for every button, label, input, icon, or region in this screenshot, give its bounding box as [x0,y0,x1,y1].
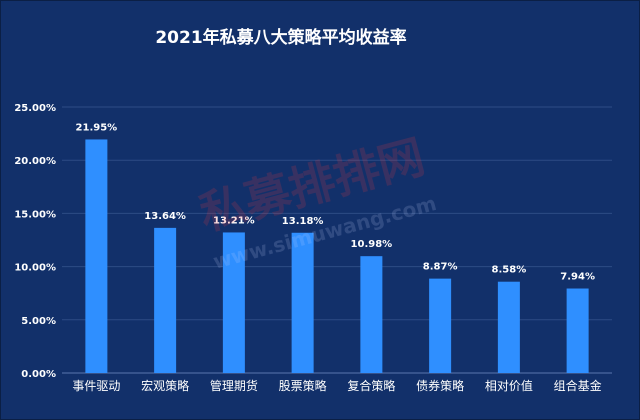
data-label: 8.58% [492,265,527,276]
y-tick-label: 25.00% [14,103,56,114]
x-tick-label: 宏观策略 [141,378,189,393]
bar [497,281,520,373]
bar [360,256,383,373]
x-tick-label: 相对价值 [485,378,533,393]
bar [222,232,245,373]
data-label: 13.18% [282,216,324,227]
x-tick-label: 管理期货 [210,378,258,393]
data-label: 13.21% [213,215,255,226]
bar [429,278,452,373]
data-label: 10.98% [351,239,393,250]
y-tick-label: 10.00% [14,263,56,274]
data-label: 7.94% [560,272,595,283]
x-tick-label: 债券策略 [416,378,464,393]
data-label: 21.95% [76,122,118,133]
y-tick-label: 5.00% [21,316,56,327]
x-tick-label: 复合策略 [347,378,395,393]
bar [291,232,314,373]
x-tick-label: 组合基金 [554,378,602,393]
data-label: 13.64% [144,211,186,222]
bar [85,139,108,373]
bar [566,288,589,373]
y-tick-label: 0.00% [21,369,56,380]
y-tick-label: 15.00% [14,209,56,220]
x-tick-label: 股票策略 [279,378,327,393]
x-tick-label: 事件驱动 [72,379,120,393]
data-label: 8.87% [423,262,458,273]
y-tick-label: 20.00% [14,156,56,167]
chart-title: 2021年私募八大策略平均收益率 [155,28,407,48]
bar [154,227,177,373]
